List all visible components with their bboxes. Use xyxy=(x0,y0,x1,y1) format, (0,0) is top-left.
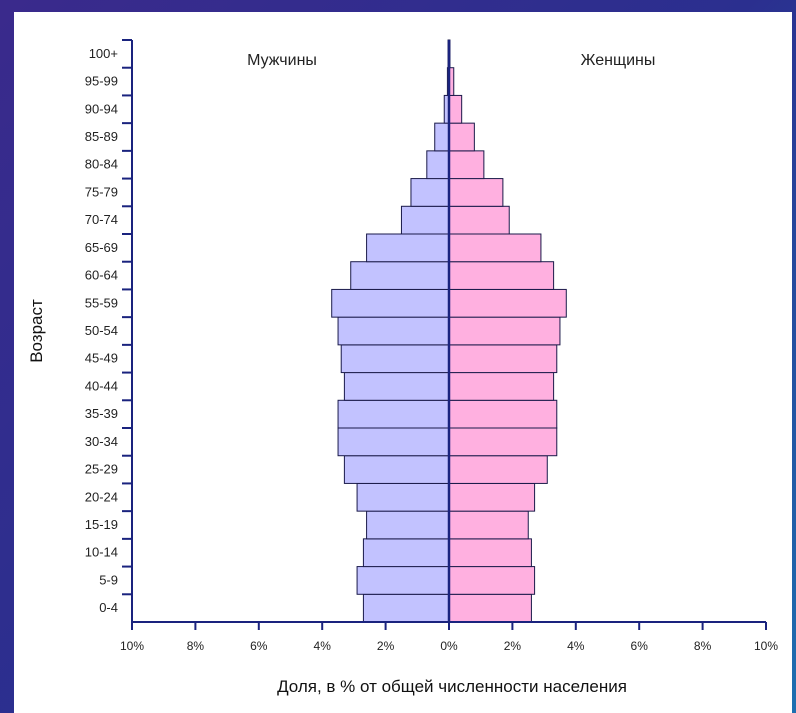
bar-male-40-44 xyxy=(343,372,450,401)
bar-female-75-79 xyxy=(448,178,504,207)
bar-female-45-49 xyxy=(448,344,558,374)
x-tick-label: 6% xyxy=(631,639,649,653)
bar-female-70-74 xyxy=(448,205,510,235)
bar-male-55-59 xyxy=(331,288,450,318)
bar-male-70-74 xyxy=(400,205,450,235)
bar-female-50-54 xyxy=(448,316,561,346)
females-label: Женщины xyxy=(581,52,656,69)
bar-male-30-34 xyxy=(337,427,450,457)
y-tick-label-60-64: 60-64 xyxy=(85,268,118,283)
y-tick-label-30-34: 30-34 xyxy=(85,434,118,449)
bar-female-5-9 xyxy=(448,566,536,595)
bar-female-60-64 xyxy=(448,261,555,290)
y-tick-label-0-4: 0-4 xyxy=(99,600,118,615)
x-tick-label: 8% xyxy=(694,639,712,653)
y-tick-label-5-9: 5-9 xyxy=(99,572,118,587)
bar-male-20-24 xyxy=(356,482,450,512)
y-tick-label-75-79: 75-79 xyxy=(85,184,118,199)
x-tick-label: 4% xyxy=(567,639,585,653)
bar-male-0-4 xyxy=(362,593,450,623)
y-tick-label-35-39: 35-39 xyxy=(85,406,118,421)
bar-male-35-39 xyxy=(337,399,450,429)
x-axis-title: Доля, в % от общей численности населения xyxy=(277,677,627,696)
y-tick-label-65-69: 65-69 xyxy=(85,240,118,255)
y-tick-label-100plus: 100+ xyxy=(89,46,118,61)
y-tick-label-10-14: 10-14 xyxy=(85,545,118,560)
x-tick-label: 4% xyxy=(314,639,332,653)
bar-female-0-4 xyxy=(448,593,532,623)
x-tick-label: 10% xyxy=(754,639,778,653)
axes-group: 0-4 5-9 10-14 15-19 20-24 25-29 30-34 35-39 40-4… xyxy=(85,39,778,653)
x-tick-label: 2% xyxy=(377,639,395,653)
bar-female-40-44 xyxy=(448,372,555,401)
bar-female-30-34 xyxy=(448,427,558,457)
y-tick-label-20-24: 20-24 xyxy=(85,489,118,504)
y-tick-label-40-44: 40-44 xyxy=(85,378,118,393)
population-pyramid-chart: 0-4 5-9 10-14 15-19 20-24 25-29 30-34 35-39 40-4… xyxy=(27,39,778,696)
y-tick-label-90-94: 90-94 xyxy=(85,101,118,116)
bar-male-5-9 xyxy=(356,566,450,595)
bar-female-55-59 xyxy=(448,288,567,318)
x-tick-label: 8% xyxy=(187,639,205,653)
bar-female-35-39 xyxy=(448,399,558,429)
x-tick-label: 2% xyxy=(504,639,522,653)
x-tick-label: 6% xyxy=(250,639,268,653)
bar-male-60-64 xyxy=(350,261,450,290)
bar-female-15-19 xyxy=(448,510,529,540)
bar-male-50-54 xyxy=(337,316,450,346)
y-tick-label-45-49: 45-49 xyxy=(85,351,118,366)
bars-group xyxy=(331,39,567,623)
y-tick-label-50-54: 50-54 xyxy=(85,323,118,338)
bar-male-15-19 xyxy=(366,510,450,540)
bar-male-80-84 xyxy=(426,150,450,180)
bar-male-45-49 xyxy=(340,344,450,374)
bar-female-25-29 xyxy=(448,455,548,484)
bar-male-75-79 xyxy=(410,178,450,207)
bar-female-20-24 xyxy=(448,482,536,512)
x-tick-label: 0% xyxy=(440,639,458,653)
y-axis-title: Возраст xyxy=(27,299,46,363)
bar-male-10-14 xyxy=(362,538,450,568)
y-tick-label-95-99: 95-99 xyxy=(85,74,118,89)
x-tick-label: 10% xyxy=(120,639,144,653)
y-tick-label-15-19: 15-19 xyxy=(85,517,118,532)
chart-frame: 0-4 5-9 10-14 15-19 20-24 25-29 30-34 35-39 40-4… xyxy=(14,12,792,713)
bar-female-80-84 xyxy=(448,150,485,180)
bar-male-85-89 xyxy=(434,122,450,152)
bar-female-85-89 xyxy=(448,122,475,152)
y-tick-label-25-29: 25-29 xyxy=(85,462,118,477)
bar-male-65-69 xyxy=(366,233,450,263)
bar-female-65-69 xyxy=(448,233,542,263)
bar-female-90-94 xyxy=(448,94,463,124)
y-tick-label-85-89: 85-89 xyxy=(85,129,118,144)
males-label: Мужчины xyxy=(247,52,317,69)
y-tick-label-80-84: 80-84 xyxy=(85,157,118,172)
bar-male-25-29 xyxy=(343,455,450,484)
bar-female-10-14 xyxy=(448,538,532,568)
y-tick-label-70-74: 70-74 xyxy=(85,212,118,227)
y-tick-label-55-59: 55-59 xyxy=(85,295,118,310)
